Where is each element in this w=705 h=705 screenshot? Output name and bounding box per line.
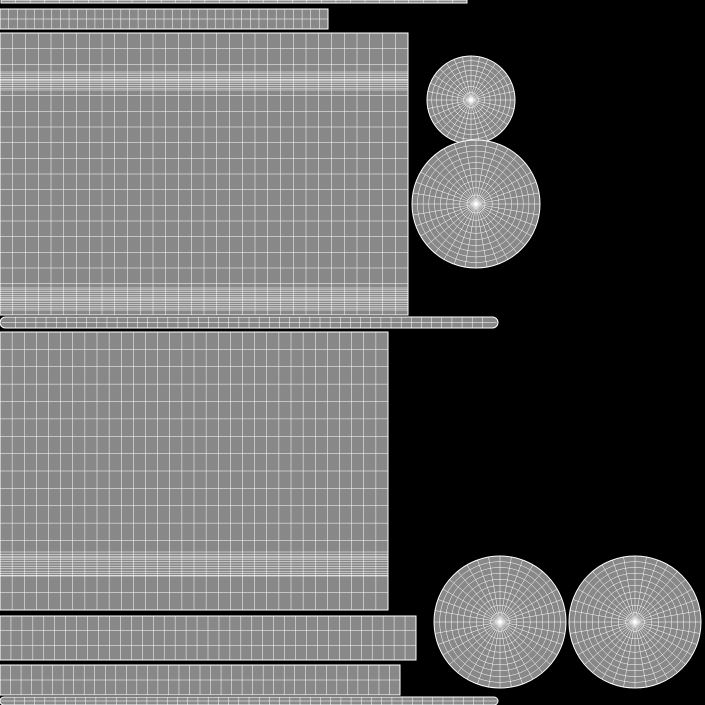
disc-small [427,56,515,144]
strip-bottom [0,665,400,695]
strip-top-2 [0,9,328,29]
capsule-2 [0,697,498,705]
strip-mid [0,616,416,660]
panel-upper [0,33,408,315]
strip-top-1 [1,0,467,3]
uv-layout-canvas [0,0,705,705]
disc-medium [412,140,540,268]
disc-br [569,556,701,688]
panel-lower [0,332,388,610]
capsule-1 [0,317,498,328]
disc-bl [434,556,566,688]
